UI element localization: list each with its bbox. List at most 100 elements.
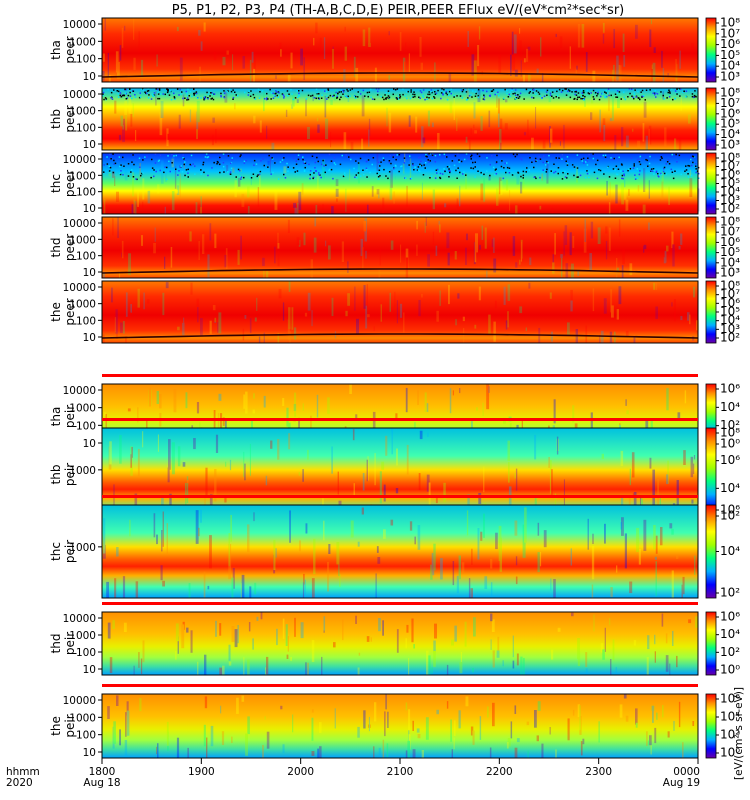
the_peir-ytick-label: 10000	[63, 695, 96, 707]
tha_peer-ytick-label: 100	[76, 54, 96, 66]
thd_peer-cbar-tick-label: 10⁴	[720, 255, 740, 269]
thc_peer-ytick-label: 10	[83, 203, 96, 215]
figure-title: P5, P1, P2, P3, P4 (TH-A,B,C,D,E) PEIR,P…	[172, 3, 625, 18]
thc_peir-cbar-tick-label: 10²	[720, 586, 740, 600]
thd_peer-frame	[101, 216, 699, 279]
tha_peir-cbar-tick-label: 10⁴	[720, 400, 740, 414]
year-corner-label: 2020	[6, 777, 33, 789]
thb_peer-ytick-label: 10	[83, 139, 96, 151]
thb_peer-cbar-tick-label: 10⁴	[720, 127, 740, 141]
thd_peer-cbar-tick-label: 10⁸	[720, 215, 740, 229]
tha_peer-ylabel-product: peer	[63, 36, 77, 63]
the_peer-cbar-tick-label: 10²	[720, 331, 740, 345]
the_peir-colorbar	[705, 693, 717, 759]
thd_peer-ytick-label: 10	[83, 267, 96, 279]
thc_peer-cbar-tick-label: 10³	[720, 193, 740, 207]
tha_peer-ytick-label: 10000	[63, 19, 96, 31]
the_peer-cbar-tick-label: 10⁵	[720, 305, 740, 319]
the_peir-cbar-tick-label: 10⁰	[720, 746, 740, 760]
thc_peer-spectrogram	[102, 153, 698, 214]
tha_peir-cbar-tick-label: 10⁰	[720, 437, 740, 451]
time-tick-label: 2200	[486, 766, 513, 778]
time-date-label: Aug 18	[83, 777, 120, 789]
thb_peer-cbar-tick-label: 10⁶	[720, 106, 740, 120]
thc_peer-ytick-label: 10000	[63, 154, 96, 166]
thb_peer-cbar-tick-label: 10³	[720, 138, 740, 152]
thc_peir-ylabel-probe: thc	[49, 542, 63, 561]
the_peer-spectrogram	[102, 281, 698, 343]
thd_peer-cbar-tick-label: 10⁶	[720, 235, 740, 249]
thc_peir-ylabel-product: peir	[63, 540, 77, 563]
thc_peer-cbar-tick-label: 10⁵	[720, 176, 740, 190]
thb_peir-cbar-tick-label: 10⁶	[720, 453, 740, 467]
thc_peer-cbar-tick-label: 10⁸	[720, 151, 740, 165]
the_peir-ytick-label: 10	[83, 747, 96, 759]
thc_peer-colorbar	[705, 152, 717, 215]
the_peer-ytick-label: 10	[83, 332, 96, 344]
tha_peer-ylabel-probe: tha	[49, 40, 63, 60]
thb_peer-frame	[101, 87, 699, 151]
tha_peir-ylabel-product: peir	[63, 405, 77, 428]
thc_peer-cbar-tick-label: 10⁶	[720, 168, 740, 182]
colorbar-title: [eV/(cm²-s sr-eV)]	[733, 687, 745, 780]
time-tick-label: 2300	[585, 766, 612, 778]
thb_peir-ylabel-probe: thb	[49, 465, 63, 485]
the_peer-colorbar	[705, 280, 717, 344]
thc_peir-spectrogram	[102, 505, 698, 598]
the_peer-ylabel-product: peer	[63, 298, 77, 325]
thd_peir-ylabel-product: peir	[63, 632, 77, 655]
thb_peer-ylabel-product: peer	[63, 105, 77, 132]
thd_peer-cbar-tick-label: 10⁷	[720, 225, 740, 239]
thc_peir-ytick-label: 1000	[69, 542, 96, 554]
thd_peir-ytick-label: 10000	[63, 613, 96, 625]
the_peer-frame	[101, 280, 699, 344]
thb_peir-ytick-label: 1000	[69, 465, 96, 477]
tha_peer-texture	[102, 18, 694, 82]
the_peer-boundary-line	[101, 333, 699, 339]
thd_peir-colorbar	[705, 611, 717, 676]
thb_peir-cbar-tick-label: 10⁸	[720, 426, 740, 440]
thc_peer-cbar-tick-label: 10⁴	[720, 185, 740, 199]
the_peer-ytick-label: 10000	[63, 282, 96, 294]
thd_peir-panel: thd peir 10000 1000 100 10 10⁶ 10⁴ 10² 10⁰	[49, 602, 740, 677]
tha_peir-ytick-label: 10	[83, 438, 96, 450]
thd_peir-cbar-tick-label: 10⁰	[720, 663, 740, 677]
thd_peir-ytick-label: 10	[83, 664, 96, 676]
thd_peer-texture	[102, 217, 683, 278]
thc_peir-texture	[102, 507, 696, 598]
thd_peir-ytick-label: 1000	[69, 630, 96, 642]
time-tick-label: 0000	[673, 766, 700, 778]
the_peir-texture	[107, 694, 695, 758]
the_peir-spectrogram	[102, 694, 698, 758]
the_peer-cbar-tick-label: 10⁴	[720, 313, 740, 327]
thd_peir-texture	[107, 612, 698, 675]
the_peer-texture	[103, 281, 699, 343]
tha_peer-cbar-tick-label: 10⁴	[720, 59, 740, 73]
thd_peir-cbar-tick-label: 10⁴	[720, 627, 740, 641]
tha_peer-colorbar	[705, 17, 717, 83]
the_peir-panel: the peir 10000 1000 100 10 10⁶ 10⁴ 10² 10⁰	[49, 684, 740, 760]
the_peer-cbar-tick-label: 10³	[720, 322, 740, 336]
thd_peer-ylabel-product: peer	[63, 234, 77, 261]
time-tick-label: 2000	[287, 766, 314, 778]
thc_peer-cbar-tick-label: 10²	[720, 202, 740, 216]
panels-group: tha peer1000010001001010⁸10⁷10⁶10⁵10⁴10³t…	[49, 16, 740, 760]
the_peer-cbar-tick-label: 10⁶	[720, 296, 740, 310]
thb_peer-ylabel-probe: thb	[49, 109, 63, 129]
thb_peir-flag-bar	[102, 418, 698, 421]
thd_peer-colorbar	[705, 216, 717, 279]
thc_peer-cbar-tick-label: 10⁷	[720, 159, 740, 173]
thc_peer-ylabel-product: peer	[63, 170, 77, 197]
tha_peer-boundary-line	[101, 72, 699, 78]
thb_peer-speckle	[102, 88, 697, 101]
thb_peir-ylabel-product: peir	[63, 463, 77, 486]
thb_peir-cbar-tick-label: 10⁴	[720, 481, 740, 495]
the_peir-ytick-label: 100	[76, 730, 96, 742]
the_peir-ytick-label: 1000	[69, 712, 96, 724]
thd_peir-flag-bar	[102, 602, 698, 605]
thc_peer-ylabel-probe: thc	[49, 174, 63, 193]
thd_peir-cbar-tick-label: 10²	[720, 645, 740, 659]
